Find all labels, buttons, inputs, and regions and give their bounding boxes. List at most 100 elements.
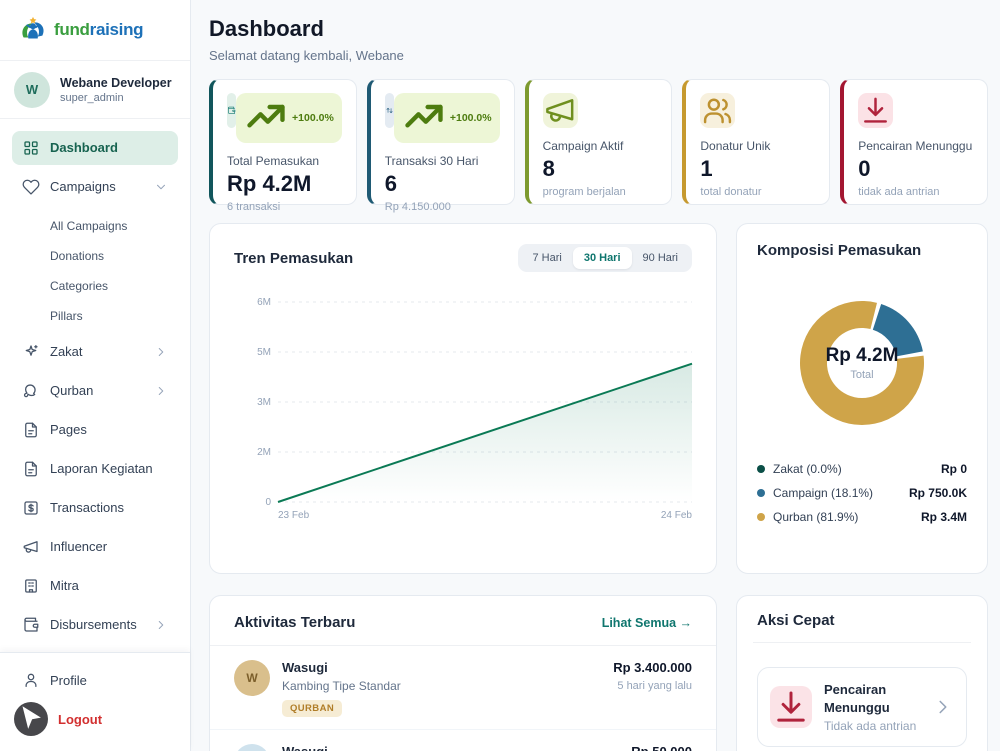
- stat-subtext: tidak ada antrian: [858, 186, 940, 198]
- dollar-square-icon: [22, 499, 40, 517]
- tab-7-hari[interactable]: 7 Hari: [532, 252, 562, 264]
- sidebar-item-label: Influencer: [50, 539, 108, 555]
- line-chart: 0 2M 3M 5M 6M 23 Feb 24 Feb: [257, 297, 693, 521]
- user-role: super_admin: [60, 91, 124, 104]
- donut-chart: [800, 301, 924, 425]
- legend-value: Rp 3.4M: [920, 510, 967, 524]
- sidebar-item-influencer[interactable]: Influencer: [12, 530, 178, 564]
- sidebar-item-label: Disbursements: [50, 617, 137, 633]
- page-subtitle: Selamat datang kembali, Webane: [209, 48, 404, 63]
- campaigns-submenu: All Campaigns Donations Categories Pilla…: [12, 209, 178, 335]
- users-icon: [700, 93, 736, 128]
- stat-value: 6: [384, 170, 398, 196]
- sidebar-item-label: Campaigns: [50, 179, 116, 195]
- heart-icon: [22, 178, 40, 196]
- legend-item-campaign: Campaign (18.1%) Rp 750.0K: [757, 481, 967, 505]
- stat-label: Donatur Unik: [700, 139, 771, 153]
- legend-dot: [757, 513, 765, 521]
- tab-90-hari[interactable]: 90 Hari: [642, 252, 678, 264]
- sidebar-item-all-campaigns[interactable]: All Campaigns: [50, 218, 128, 233]
- wallet-icon: [227, 93, 237, 128]
- stat-subtext: program berjalan: [542, 186, 626, 198]
- user-profile[interactable]: W Webane Developer super_admin: [0, 61, 190, 119]
- user-avatar: W: [14, 71, 50, 108]
- logo: fundraising: [0, 0, 190, 62]
- activity-row[interactable]: W Wasugi Kambing Tipe Standar QURBAN Rp …: [210, 646, 716, 730]
- svg-text:2M: 2M: [257, 447, 271, 458]
- sidebar-item-zakat[interactable]: Zakat: [12, 335, 178, 369]
- chevron-down-icon: [154, 180, 168, 194]
- activity-row[interactable]: W Wasugi Rp 50.000: [210, 730, 716, 751]
- sidebar-item-pages[interactable]: Pages: [12, 413, 178, 447]
- sidebar-item-transactions[interactable]: Transactions: [12, 491, 178, 525]
- trend-title: Tren Pemasukan: [234, 249, 354, 267]
- sidebar-item-label: Mitra: [50, 578, 79, 594]
- chevron-right-icon: [154, 618, 168, 632]
- stat-label: Campaign Aktif: [542, 139, 624, 153]
- building-icon: [22, 577, 40, 595]
- sidebar-item-campaigns[interactable]: Campaigns: [12, 170, 178, 204]
- trend-badge: +100.0%: [236, 93, 342, 143]
- legend-label: Campaign (18.1%): [773, 486, 874, 500]
- user-icon: [22, 671, 40, 689]
- file-icon: [22, 460, 40, 478]
- view-all-link[interactable]: Lihat Semua →: [601, 615, 692, 630]
- sidebar-item-disbursements[interactable]: Disbursements: [12, 608, 178, 642]
- activities-panel: Aktivitas Terbaru Lihat Semua → W Wasugi…: [209, 595, 717, 751]
- activity-amount: Rp 3.400.000: [613, 660, 692, 675]
- stat-value: Rp 4.2M: [227, 170, 312, 196]
- drumstick-icon: [22, 382, 40, 400]
- svg-text:24 Feb: 24 Feb: [661, 510, 693, 521]
- activity-tag: QURBAN: [282, 700, 343, 717]
- sidebar-item-label: Transactions: [50, 500, 124, 516]
- period-tabs: 7 Hari 30 Hari 90 Hari: [518, 244, 692, 272]
- sidebar-item-donations[interactable]: Donations: [50, 248, 105, 263]
- sidebar-item-label: Laporan Kegiatan: [50, 461, 153, 477]
- main-content: Dashboard Selamat datang kembali, Webane…: [191, 0, 1000, 751]
- chevron-right-icon: [154, 345, 168, 359]
- fundraising-logo-icon: [22, 17, 44, 39]
- stat-label: Transaksi 30 Hari: [384, 153, 479, 168]
- legend-label: Zakat (0.0%): [773, 462, 842, 476]
- sidebar-item-laporan-kegiatan[interactable]: Laporan Kegiatan: [12, 452, 178, 486]
- sidebar-item-users[interactable]: Users: [12, 647, 178, 652]
- megaphone-icon: [542, 93, 578, 128]
- sidebar-item-profile[interactable]: Profile: [12, 663, 178, 697]
- sidebar-bottom: Profile Logout: [0, 652, 190, 751]
- sidebar-item-pillars[interactable]: Pillars: [50, 308, 83, 323]
- quick-action-pencairan[interactable]: Pencairan Menunggu Tidak ada antrian: [757, 667, 967, 748]
- stat-card-donatur-unik: Donatur Unik 1 total donatur: [682, 79, 831, 205]
- svg-text:5M: 5M: [257, 347, 271, 358]
- activity-avatar: W: [234, 744, 270, 751]
- stat-value: 1: [700, 156, 713, 181]
- activity-avatar: W: [234, 660, 270, 696]
- activity-name: Wasugi: [282, 660, 328, 675]
- sidebar-item-logout[interactable]: Logout: [12, 702, 178, 736]
- stat-card-total-pemasukan: +100.0% Total Pemasukan Rp 4.2M 6 transa…: [209, 79, 357, 213]
- quick-actions-title: Aksi Cepat: [757, 612, 835, 629]
- trending-up-icon: [244, 96, 288, 140]
- arrows-up-down-icon: [384, 93, 394, 128]
- trend-badge: +100.0%: [393, 93, 500, 143]
- sidebar-item-qurban[interactable]: Qurban: [12, 374, 178, 408]
- stat-value: 8: [542, 156, 555, 181]
- activity-name: Wasugi: [282, 744, 328, 751]
- sidebar-item-mitra[interactable]: Mitra: [12, 569, 178, 603]
- activity-time: 5 hari yang lalu: [617, 680, 692, 692]
- svg-text:23 Feb: 23 Feb: [278, 510, 310, 521]
- download-icon: [770, 686, 812, 729]
- tab-30-hari[interactable]: 30 Hari: [572, 247, 632, 269]
- logo-text: fundraising: [54, 20, 144, 40]
- stat-label: Pencairan Menunggu: [858, 139, 973, 153]
- legend-label: Qurban (81.9%): [773, 510, 859, 524]
- cursor-overlay-icon: [14, 702, 48, 736]
- sidebar-item-label: Qurban: [50, 383, 94, 399]
- quick-action-title: Pencairan Menunggu: [824, 682, 890, 715]
- donut-legend: Zakat (0.0%) Rp 0 Campaign (18.1%) Rp 75…: [757, 457, 967, 529]
- user-name: Webane Developer: [60, 75, 172, 90]
- activities-title: Aktivitas Terbaru: [234, 614, 356, 631]
- stat-label: Total Pemasukan: [227, 153, 320, 168]
- sidebar-item-label: Dashboard: [50, 140, 118, 156]
- sidebar-item-dashboard[interactable]: Dashboard: [12, 130, 178, 165]
- sidebar-item-categories[interactable]: Categories: [50, 278, 109, 293]
